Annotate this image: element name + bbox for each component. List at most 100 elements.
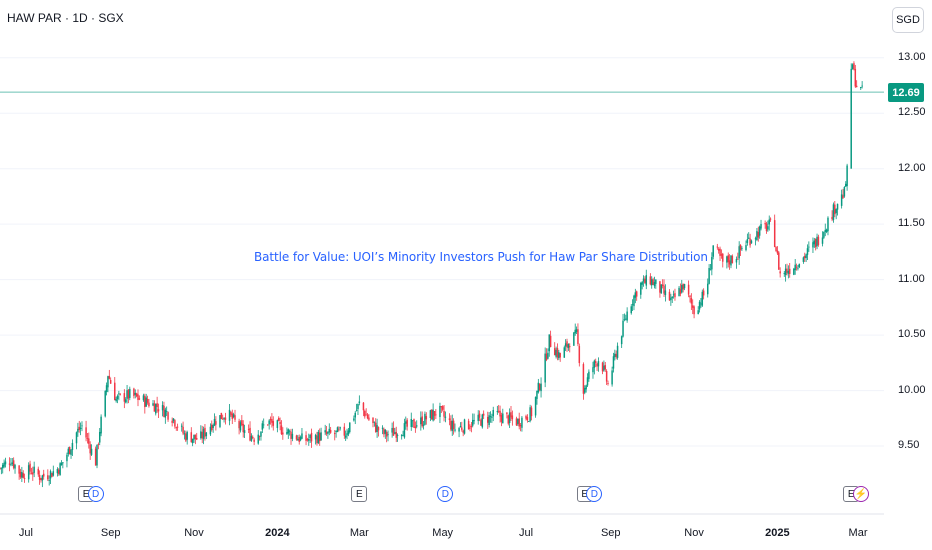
candle-body: [615, 353, 617, 357]
candle: [566, 338, 568, 352]
candle: [706, 278, 709, 298]
candle-body: [577, 329, 579, 345]
candle: [119, 393, 121, 396]
candle-body: [547, 352, 549, 359]
candle-body: [59, 463, 61, 476]
candle: [528, 420, 530, 422]
candle: [339, 426, 341, 431]
candle: [1, 462, 4, 474]
candle-body: [783, 273, 786, 275]
candle-body: [325, 431, 328, 434]
candle-body: [365, 414, 367, 416]
candle: [29, 460, 31, 475]
time-tick-label: Jul: [18, 527, 33, 539]
dividend-icon[interactable]: D: [586, 486, 603, 502]
time-tick-label: Nov: [184, 527, 204, 539]
candle-body: [301, 433, 303, 439]
candle: [309, 434, 311, 443]
candle: [575, 326, 578, 335]
candle: [760, 219, 762, 231]
candle-body: [260, 431, 262, 437]
candle: [745, 240, 747, 252]
candle: [238, 418, 240, 435]
lightning-icon[interactable]: ⚡: [852, 486, 869, 502]
candle-body: [631, 304, 634, 305]
candle: [239, 420, 242, 433]
candle: [548, 334, 551, 357]
candle-body: [271, 419, 273, 423]
candle-body: [492, 409, 494, 417]
candle-body: [155, 403, 157, 414]
candle-body: [679, 289, 682, 294]
candle: [480, 418, 482, 426]
candle: [567, 343, 570, 351]
candle: [377, 426, 380, 437]
candle: [100, 414, 102, 437]
candle: [368, 414, 370, 421]
candle-body: [745, 245, 747, 251]
candle-body: [30, 472, 33, 474]
candle: [425, 412, 428, 425]
candle: [37, 466, 40, 477]
candle-body: [821, 237, 824, 244]
news-headline[interactable]: Battle for Value: UOI’s Minority Investo…: [254, 250, 708, 264]
candle: [305, 431, 307, 446]
candle: [328, 423, 331, 436]
candle-body: [515, 418, 518, 426]
candle: [124, 397, 127, 404]
candle: [324, 424, 326, 436]
dividend-icon[interactable]: D: [87, 486, 104, 502]
candle-body: [70, 449, 72, 455]
dividend-icon[interactable]: D: [437, 486, 454, 502]
candle: [21, 466, 23, 483]
candle: [573, 331, 575, 346]
earnings-icon[interactable]: E: [351, 486, 368, 502]
candle-body: [145, 397, 147, 407]
candle-body: [66, 454, 68, 462]
candle: [775, 246, 777, 252]
candle-body: [78, 426, 80, 430]
candle: [133, 387, 135, 399]
candle-body: [228, 409, 231, 421]
candle-body: [212, 425, 214, 429]
candle-body: [328, 428, 331, 433]
candle: [123, 389, 126, 409]
candle: [126, 385, 128, 404]
symbol-title[interactable]: HAW PAR · 1D · SGX: [7, 11, 124, 25]
candle-body: [42, 473, 45, 477]
candle-body: [414, 426, 417, 429]
price-tick-label: 11.00: [898, 272, 925, 285]
candle: [769, 217, 772, 222]
candle-body: [86, 437, 89, 439]
candle: [653, 276, 656, 289]
candle-body: [114, 382, 116, 401]
candle: [165, 406, 168, 416]
candle-body: [376, 425, 378, 433]
candle: [824, 223, 826, 237]
candle-body: [257, 434, 259, 444]
candle-body: [678, 287, 680, 297]
candle-body: [642, 278, 645, 282]
candle-body: [861, 85, 863, 87]
candle: [672, 290, 675, 299]
candle-body: [834, 204, 836, 215]
candle: [444, 411, 447, 423]
candle-body: [652, 279, 654, 285]
candle: [364, 409, 366, 419]
candle-body: [487, 416, 489, 423]
candle: [640, 281, 642, 299]
candle: [574, 323, 576, 336]
candle: [175, 426, 178, 431]
candle-body: [280, 425, 283, 435]
candle-body: [123, 393, 126, 402]
candle: [182, 421, 184, 436]
candle: [320, 427, 322, 441]
currency-button[interactable]: SGD: [892, 7, 924, 33]
price-tick-label: 13.00: [898, 50, 926, 63]
candle-body: [3, 462, 5, 467]
candle: [286, 427, 288, 435]
candle-body: [511, 415, 514, 420]
candle-body: [186, 432, 188, 440]
candle: [530, 405, 533, 421]
